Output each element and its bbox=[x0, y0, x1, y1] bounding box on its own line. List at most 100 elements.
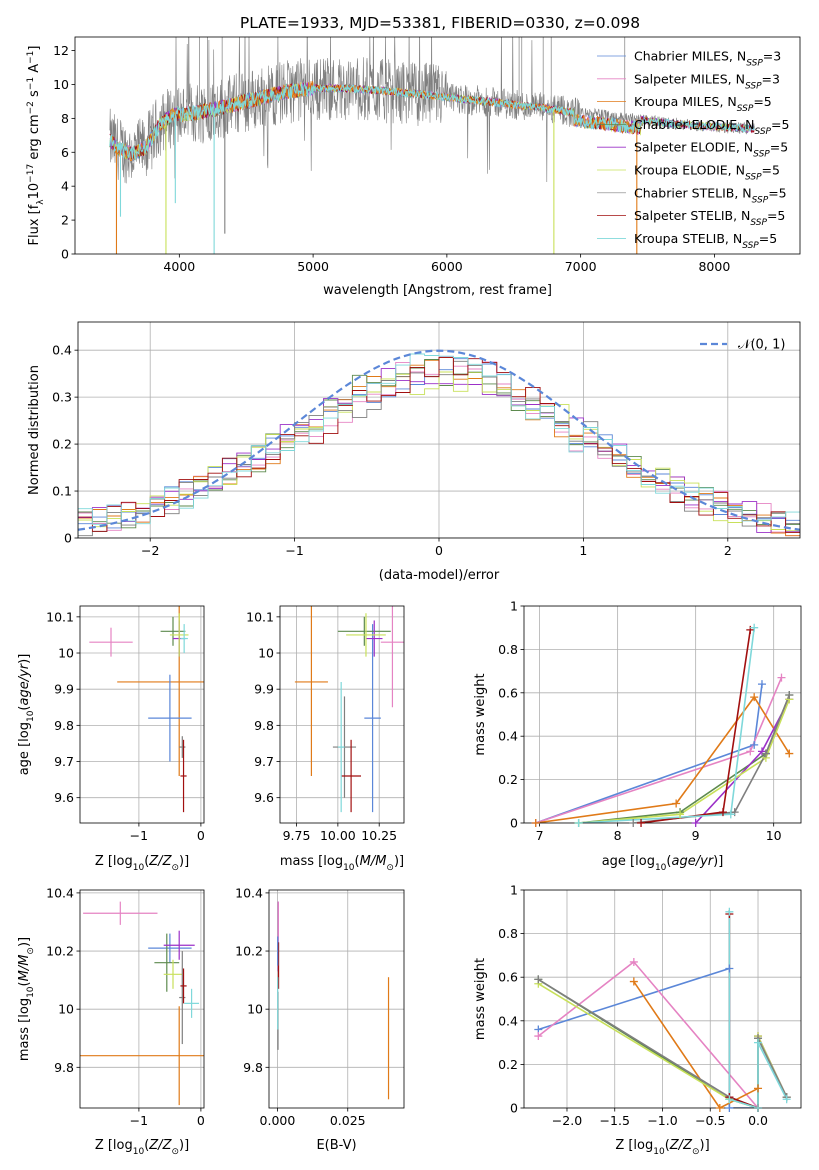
y-tick-label: 0.2 bbox=[52, 437, 72, 452]
y-tick-label: 10.2 bbox=[235, 944, 263, 959]
marker-orange bbox=[629, 977, 638, 986]
y-tick-label: 10.1 bbox=[246, 609, 274, 624]
x-tick-label: 0 bbox=[197, 828, 205, 843]
x-tick-label: −0.5 bbox=[695, 1113, 725, 1128]
legend-entry: Salpeter STELIB, NSSP=5 bbox=[634, 208, 785, 228]
axes-frame bbox=[79, 889, 205, 1109]
y-tick-label: 9.8 bbox=[54, 1060, 74, 1075]
y-tick-label: 9.7 bbox=[254, 754, 274, 769]
panel-age-weight: 7 8 9 10 0 0.2 0.4 0.6 0.8 1 age [log10(age/yr)] ma… bbox=[473, 599, 802, 873]
y-axis-label: Flux [fλ10−17 erg cm−2 s−1 A−1] bbox=[26, 46, 46, 246]
weight-line-pink bbox=[537, 960, 759, 1108]
y-tick-label: 10 bbox=[258, 646, 274, 661]
x-tick-label: −1 bbox=[285, 543, 303, 558]
gaussian-curve bbox=[78, 349, 800, 531]
marker-cyan bbox=[726, 810, 735, 819]
axes-frame bbox=[268, 889, 405, 1109]
y-tick-label: 0.4 bbox=[498, 1013, 518, 1028]
y-tick-label: 9.8 bbox=[54, 718, 74, 733]
marker-orange bbox=[531, 819, 540, 827]
x-tick-label: 8000 bbox=[698, 259, 730, 274]
x-axis-label: Z [log10(Z/Z⊙)] bbox=[95, 854, 189, 873]
axes-frame bbox=[74, 36, 801, 255]
x-axis-label: (data-model)/error bbox=[379, 568, 500, 583]
y-tick-label: 9.7 bbox=[54, 754, 74, 769]
x-tick-label: 8 bbox=[614, 828, 622, 843]
marker-cyan bbox=[725, 907, 734, 916]
weight-line-cyan bbox=[728, 911, 788, 1108]
legend-entry: 𝒩(0, 1) bbox=[738, 338, 785, 353]
marker-pink bbox=[746, 747, 755, 756]
x-tick-label: 1 bbox=[579, 543, 587, 558]
y-tick-label: 10 bbox=[247, 1002, 263, 1017]
y-tick-label: 10.4 bbox=[235, 885, 263, 900]
plot-area bbox=[109, 37, 755, 254]
y-tick-label: 0 bbox=[510, 816, 518, 831]
plot-area bbox=[80, 606, 204, 823]
x-tick-label: 0.0 bbox=[748, 1113, 768, 1128]
plot-area bbox=[269, 890, 404, 1108]
x-tick-label: 10 bbox=[766, 828, 782, 843]
x-tick-label: 4000 bbox=[163, 259, 195, 274]
legend-entry: Kroupa MILES, NSSP=5 bbox=[634, 94, 772, 114]
weight-line-gray bbox=[537, 978, 788, 1108]
series-model-cyan bbox=[109, 82, 755, 161]
y-tick-label: 9.9 bbox=[254, 682, 274, 697]
spectrum-title: PLATE=1933, MJD=53381, FIBERID=0330, z=0… bbox=[240, 14, 640, 32]
x-tick-label: 0 bbox=[435, 543, 443, 558]
x-tick-label: −2.0 bbox=[552, 1113, 582, 1128]
y-tick-label: 1 bbox=[510, 883, 518, 898]
legend-entry: Salpeter ELODIE, NSSP=5 bbox=[634, 140, 788, 160]
plot-area bbox=[524, 890, 801, 1108]
y-tick-label: 0.8 bbox=[498, 926, 518, 941]
y-axis-label: Normed distribution bbox=[27, 365, 42, 495]
y-tick-label: 9.6 bbox=[54, 790, 74, 805]
marker-blue bbox=[750, 740, 759, 749]
legend-entry: Chabrier MILES, NSSP=3 bbox=[634, 49, 781, 69]
plot-area bbox=[524, 606, 801, 823]
panel-z-age: −1 0 9.6 9.7 9.8 9.9 10 10.1 Z [log10(Z/Z⊙)] age … bbox=[17, 605, 205, 873]
y-tick-label: 9.9 bbox=[54, 682, 74, 697]
marker-gray bbox=[761, 749, 770, 758]
x-tick-label: −2 bbox=[141, 543, 159, 558]
y-axis-label: mass weight bbox=[473, 673, 488, 755]
y-tick-label: 10 bbox=[58, 646, 74, 661]
weight-line-orange bbox=[535, 695, 790, 823]
y-tick-label: 0.1 bbox=[52, 484, 72, 499]
y-tick-label: 2 bbox=[61, 213, 69, 228]
legend-entry: Chabrier STELIB, NSSP=5 bbox=[634, 185, 787, 205]
y-tick-label: 0 bbox=[61, 247, 69, 262]
marker-gray bbox=[629, 819, 638, 827]
x-tick-label: −1.5 bbox=[600, 1113, 630, 1128]
legend-entry: Kroupa ELODIE, NSSP=5 bbox=[634, 163, 780, 183]
axes-frame bbox=[79, 605, 205, 824]
panel-spectrum: 4000 5000 6000 7000 8000 0 2 4 6 8 10 12 wavelength … bbox=[26, 36, 801, 298]
x-tick-label: 9.75 bbox=[283, 828, 311, 843]
y-tick-label: 0 bbox=[64, 531, 72, 546]
marker-cyan bbox=[782, 1095, 791, 1104]
panel-z-mass: −1 0 9.8 10 10.2 10.4 Z [log10(Z/Z⊙)] mass [log… bbox=[17, 885, 205, 1157]
marker-cyan bbox=[754, 1104, 763, 1112]
x-axis-label: Z [log10(Z/Z⊙)] bbox=[95, 1138, 189, 1157]
weight-line-orange bbox=[633, 981, 759, 1108]
y-tick-label: 6 bbox=[61, 145, 69, 160]
x-tick-label: −1.0 bbox=[647, 1113, 677, 1128]
y-tick-label: 12 bbox=[53, 43, 69, 58]
legend-entry: Kroupa STELIB, NSSP=5 bbox=[634, 231, 777, 251]
y-tick-label: 4 bbox=[61, 179, 69, 194]
marker-orange bbox=[750, 693, 759, 702]
x-tick-label: 2 bbox=[724, 543, 732, 558]
panel-z-weight: −2.0 −1.5 −1.0 −0.5 0.0 0 0.2 0.4 0.6 0.8 1 Z [log1… bbox=[473, 883, 802, 1157]
marker-gray bbox=[534, 975, 543, 984]
y-tick-label: 0.4 bbox=[52, 343, 72, 358]
marker-blue bbox=[725, 964, 734, 973]
y-tick-label: 8 bbox=[61, 111, 69, 126]
marker-cyan bbox=[725, 1095, 734, 1104]
x-tick-label: 10.25 bbox=[361, 828, 397, 843]
marker-orange bbox=[672, 799, 681, 808]
marker-cyan bbox=[750, 623, 759, 632]
x-tick-label: 10.00 bbox=[320, 828, 356, 843]
marker-orange bbox=[754, 1084, 763, 1093]
